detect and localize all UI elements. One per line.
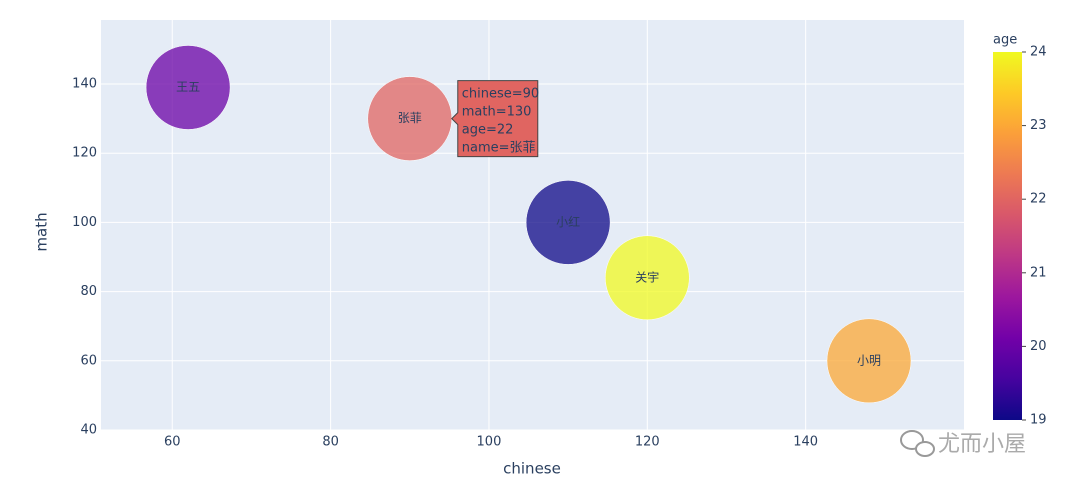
bubble [605,235,690,321]
tooltip-text: math=130 [462,105,532,120]
tooltip: chinese=90 math=130 age=22 name=张菲 [451,80,539,158]
bubble [525,180,611,265]
y-tick-label: 100 [72,215,97,230]
tooltip-text: name=张菲 [462,141,536,156]
colorbar [993,52,1022,420]
y-tick-label: 80 [80,284,97,299]
tooltip-box [451,80,539,158]
watermark-icon [915,441,935,457]
colorbar-tick-label: 20 [1030,339,1047,354]
x-tick-label: 120 [635,435,660,450]
x-tick-label: 100 [477,435,502,450]
bubble-label: 关宇 [635,270,659,284]
colorbar-tick-label: 23 [1030,118,1047,133]
colorbar-tick-label: 19 [1030,413,1047,428]
colorbar-tick-label: 22 [1030,192,1047,207]
y-tick-label: 60 [80,353,97,368]
bubble-label: 小红 [556,214,580,229]
y-tick-label: 40 [80,423,97,438]
watermark-icon [900,430,924,450]
x-tick-label: 60 [164,435,181,450]
bubble [826,318,912,404]
tooltip-text: age=22 [462,123,514,138]
y-tick-label: 140 [72,77,97,92]
bubble-label: 张菲 [398,111,422,125]
bubble [145,45,231,130]
bubble-label: 小明 [857,353,881,367]
watermark-text: 尤而小屋 [938,432,1026,457]
colorbar-tick-label: 21 [1030,265,1047,280]
colorbar-title: age [993,33,1017,48]
bubble-label: 王五 [176,80,200,94]
y-axis-title: math [33,212,51,251]
y-tick-label: 120 [72,146,97,161]
tooltip-text: chinese=90 [462,87,539,102]
colorbar-tick-label: 24 [1030,45,1047,60]
x-tick-label: 80 [322,435,339,450]
x-axis-title: chinese [503,460,561,478]
x-tick-label: 140 [793,435,818,450]
watermark: 尤而小屋 [900,430,1026,457]
